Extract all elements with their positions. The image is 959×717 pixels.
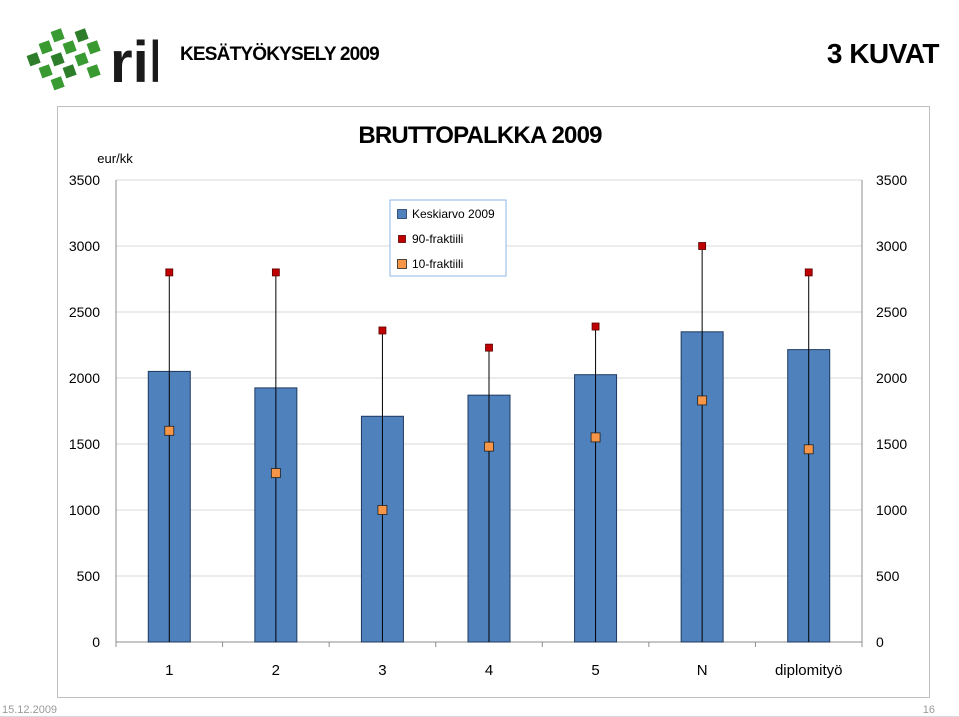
logo-cube bbox=[74, 52, 89, 67]
p90-marker bbox=[804, 268, 813, 277]
legend-label: Keskiarvo 2009 bbox=[412, 207, 495, 221]
legend-box bbox=[389, 199, 507, 277]
y2-tick-label: 2000 bbox=[876, 370, 907, 386]
y-tick-label: 0 bbox=[92, 634, 100, 650]
logo-cube bbox=[38, 40, 53, 55]
category-label: N bbox=[697, 662, 708, 679]
p10-marker bbox=[697, 395, 708, 406]
y-tick-label: 1500 bbox=[69, 436, 100, 452]
category-label: 4 bbox=[485, 662, 493, 679]
ril-logo: ril bbox=[26, 28, 158, 95]
logo-cube bbox=[26, 52, 41, 67]
y2-tick-label: 0 bbox=[876, 634, 884, 650]
p90-marker bbox=[591, 322, 600, 331]
p90-marker bbox=[698, 242, 707, 250]
category-label: 1 bbox=[165, 662, 173, 679]
p90-marker bbox=[378, 326, 387, 335]
p10-marker bbox=[484, 441, 494, 452]
category-label: 2 bbox=[272, 662, 280, 679]
y2-tick-label: 3500 bbox=[876, 172, 907, 188]
logo-cube bbox=[62, 64, 77, 79]
y2-tick-label: 1000 bbox=[876, 502, 907, 518]
category-label: diplomityö bbox=[775, 662, 843, 679]
p10-marker bbox=[270, 468, 281, 478]
y2-tick-label: 3000 bbox=[876, 238, 907, 254]
y-tick-label: 3000 bbox=[69, 238, 100, 254]
legend-swatch bbox=[397, 259, 407, 269]
legend-label: 10-fraktiili bbox=[412, 257, 463, 271]
chart-title: BRUTTOPALKKA 2009 bbox=[358, 122, 602, 149]
footer-date: 15.12.2009 bbox=[2, 704, 58, 716]
logo-cube bbox=[38, 64, 53, 79]
logo-cube bbox=[74, 28, 89, 43]
logo-cube bbox=[50, 52, 65, 67]
legend-label: 90-fraktiili bbox=[412, 232, 463, 246]
p10-marker bbox=[590, 432, 601, 443]
legend-swatch bbox=[397, 209, 407, 219]
page-number: 16 bbox=[922, 704, 935, 716]
logo-cube bbox=[62, 40, 77, 55]
chart-frame bbox=[57, 106, 930, 698]
y-tick-label: 3500 bbox=[69, 172, 100, 188]
y2-tick-label: 500 bbox=[876, 568, 900, 584]
p90-marker bbox=[165, 268, 174, 277]
y-axis-label: eur/kk bbox=[97, 151, 133, 166]
legend: Keskiarvo 2009 90-fraktiili 10-fraktiili bbox=[389, 199, 507, 277]
y-tick-label: 2500 bbox=[69, 304, 100, 320]
p90-marker bbox=[271, 268, 280, 277]
logo-wordmark: ril bbox=[110, 30, 158, 95]
p90-marker bbox=[485, 343, 493, 352]
y-tick-label: 2000 bbox=[69, 370, 100, 386]
section-title: 3 KUVAT bbox=[826, 38, 940, 69]
y-tick-label: 1000 bbox=[69, 502, 100, 518]
logo-cube bbox=[86, 40, 101, 55]
legend-swatch bbox=[398, 235, 406, 243]
category-label: 5 bbox=[591, 662, 599, 679]
survey-title: KESÄTYÖKYSELY 2009 bbox=[180, 44, 380, 65]
p10-marker bbox=[164, 425, 175, 436]
logo-cube bbox=[50, 28, 65, 43]
y2-tick-label: 1500 bbox=[876, 436, 907, 452]
logo-cube bbox=[86, 64, 101, 79]
y2-tick-label: 2500 bbox=[876, 304, 907, 320]
p10-marker bbox=[377, 505, 388, 515]
logo-cube bbox=[50, 76, 65, 91]
category-label: 3 bbox=[378, 662, 386, 679]
y-tick-label: 500 bbox=[77, 568, 101, 584]
p10-marker bbox=[803, 444, 814, 455]
